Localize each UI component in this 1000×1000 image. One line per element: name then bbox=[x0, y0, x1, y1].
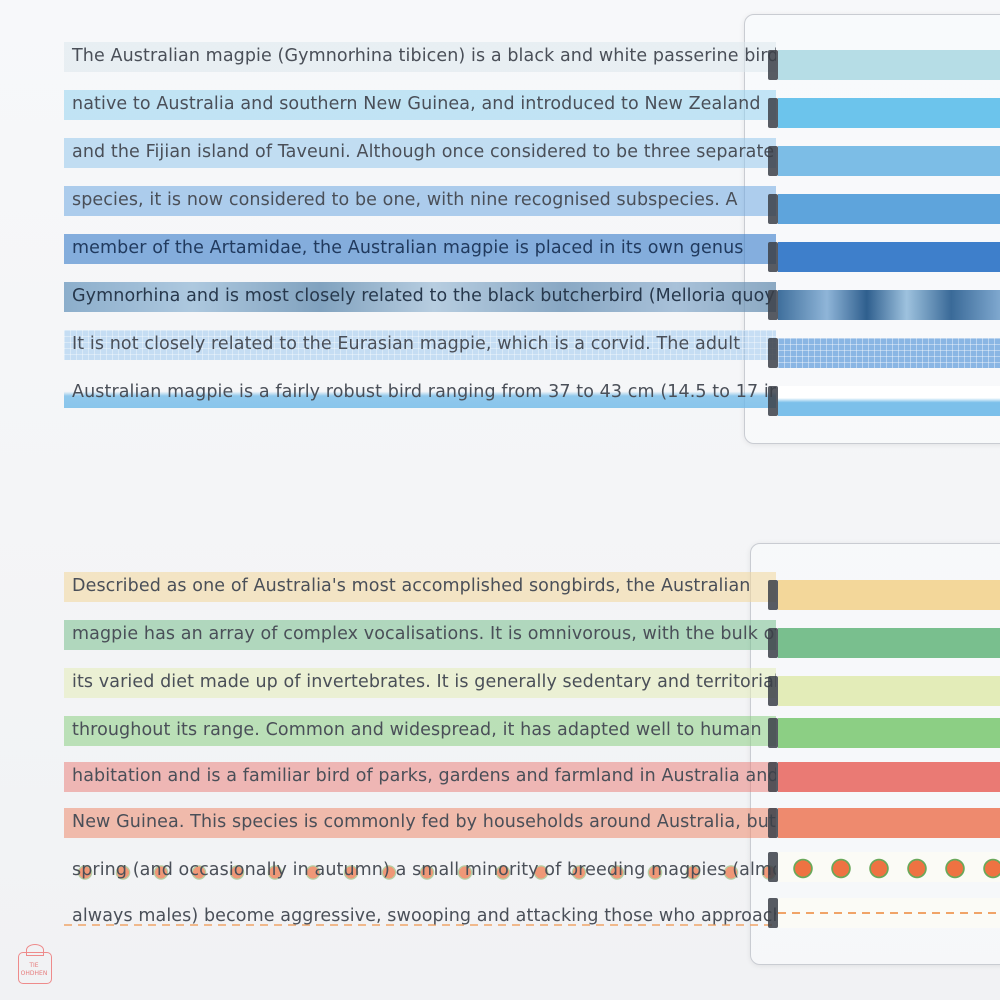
washi-tape-ocean-pattern bbox=[778, 290, 1000, 320]
washi-tape-pale-orange bbox=[778, 580, 1000, 610]
line-text: New Guinea. This species is commonly fed… bbox=[72, 812, 776, 832]
line-text: spring (and occasionally in autumn) a sm… bbox=[72, 860, 776, 880]
line-text: Described as one of Australia's most acc… bbox=[72, 576, 751, 596]
text-line: member of the Artamidae, the Australian … bbox=[64, 234, 776, 264]
washi-tape-orange-dots bbox=[778, 852, 1000, 882]
line-text: habitation and is a familiar bird of par… bbox=[72, 766, 776, 786]
text-line: It is not closely related to the Eurasia… bbox=[64, 330, 776, 360]
line-text: throughout its range. Common and widespr… bbox=[72, 720, 762, 740]
brand-logo: TIE OHDHEN bbox=[14, 942, 54, 986]
text-line: New Guinea. This species is commonly fed… bbox=[64, 808, 776, 838]
washi-tape-wave-blue bbox=[778, 386, 1000, 416]
line-text: its varied diet made up of invertebrates… bbox=[72, 672, 776, 692]
washi-tape-orange-red bbox=[778, 808, 1000, 838]
text-line: magpie has an array of complex vocalisat… bbox=[64, 620, 776, 650]
line-text: The Australian magpie (Gymnorhina tibice… bbox=[72, 46, 776, 66]
line-text: magpie has an array of complex vocalisat… bbox=[72, 624, 776, 644]
text-line: always males) become aggressive, swoopin… bbox=[64, 902, 776, 932]
line-text: and the Fijian island of Taveuni. Althou… bbox=[72, 142, 775, 162]
text-line: its varied diet made up of invertebrates… bbox=[64, 668, 776, 698]
washi-tape-grid-blue bbox=[778, 338, 1000, 368]
text-line: Gymnorhina and is most closely related t… bbox=[64, 282, 776, 312]
text-line: throughout its range. Common and widespr… bbox=[64, 716, 776, 746]
text-line: spring (and occasionally in autumn) a sm… bbox=[64, 856, 776, 886]
tape-dispenser-warm bbox=[750, 543, 1000, 965]
washi-tape-medium-blue bbox=[778, 194, 1000, 224]
washi-tape-light-blue bbox=[778, 146, 1000, 176]
text-line: habitation and is a familiar bird of par… bbox=[64, 762, 776, 792]
text-line: Described as one of Australia's most acc… bbox=[64, 572, 776, 602]
text-line: and the Fijian island of Taveuni. Althou… bbox=[64, 138, 776, 168]
washi-tape-lime-green bbox=[778, 718, 1000, 748]
washi-tape-coral-red bbox=[778, 762, 1000, 792]
washi-tape-pale-lime bbox=[778, 676, 1000, 706]
line-text: It is not closely related to the Eurasia… bbox=[72, 334, 741, 354]
washi-tape-sky-blue bbox=[778, 98, 1000, 128]
washi-tape-orange-dashes bbox=[778, 898, 1000, 928]
line-text: Gymnorhina and is most closely related t… bbox=[72, 286, 776, 306]
line-text: always males) become aggressive, swoopin… bbox=[72, 906, 776, 926]
tape-dispenser-blue bbox=[744, 14, 1000, 444]
text-line: Australian magpie is a fairly robust bir… bbox=[64, 378, 776, 408]
text-line: The Australian magpie (Gymnorhina tibice… bbox=[64, 42, 776, 72]
text-line: species, it is now considered to be one,… bbox=[64, 186, 776, 216]
washi-tape-royal-blue bbox=[778, 242, 1000, 272]
line-text: member of the Artamidae, the Australian … bbox=[72, 238, 744, 258]
line-text: Australian magpie is a fairly robust bir… bbox=[72, 382, 776, 402]
washi-tape-pale-teal bbox=[778, 50, 1000, 80]
washi-tape-green bbox=[778, 628, 1000, 658]
text-line: native to Australia and southern New Gui… bbox=[64, 90, 776, 120]
line-text: species, it is now considered to be one,… bbox=[72, 190, 738, 210]
line-text: native to Australia and southern New Gui… bbox=[72, 94, 761, 114]
